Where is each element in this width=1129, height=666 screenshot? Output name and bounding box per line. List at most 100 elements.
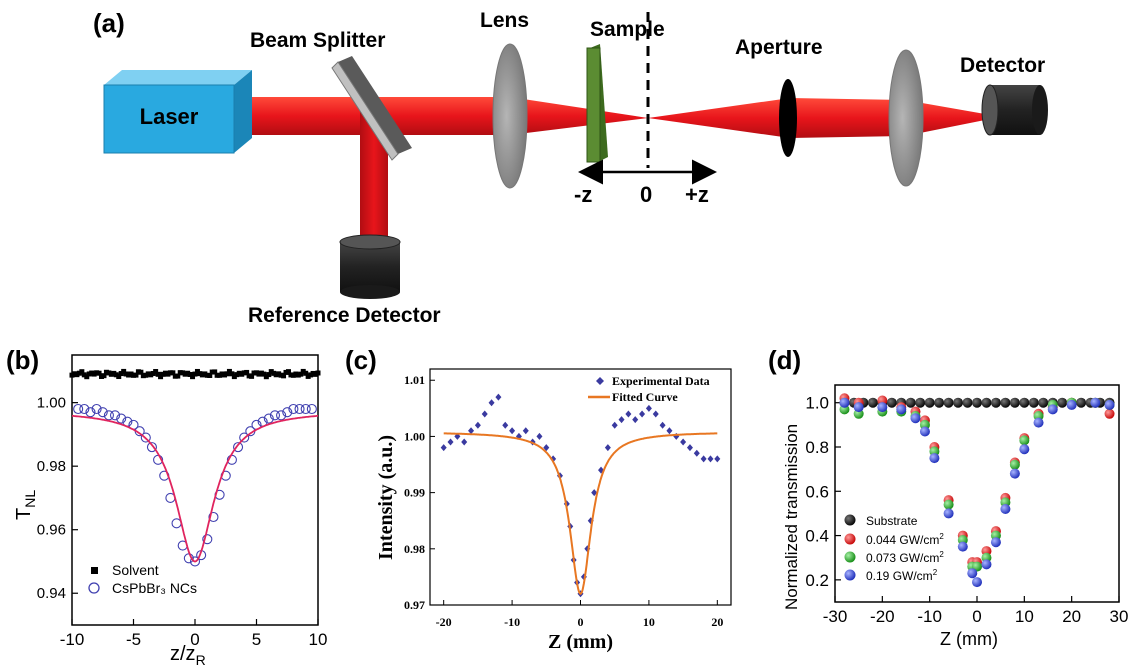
legend-exp-marker	[596, 377, 604, 385]
experimental-point	[440, 444, 447, 452]
panel-c-xtick-label: -20	[436, 615, 452, 629]
ncs-fit-line	[71, 414, 319, 563]
panel-c-ytick-label: 1.00	[404, 429, 425, 443]
experimental-point	[468, 427, 475, 435]
substrate-point	[886, 397, 897, 408]
legend-0073-marker	[844, 551, 856, 563]
panel-d-xtick-label: 0	[972, 607, 981, 626]
substrate-point	[867, 397, 878, 408]
legend-solvent-marker	[91, 567, 98, 574]
experimental-point	[447, 438, 454, 446]
experimental-point	[639, 410, 646, 418]
solvent-point	[244, 369, 250, 375]
ncs-point	[110, 410, 121, 421]
panel-d-legend: Substrate 0.044 GW/cm2 0.073 GW/cm2 0.19…	[844, 514, 944, 583]
sample-slab	[586, 44, 608, 163]
panel-b-ytick-label: 0.94	[37, 585, 66, 602]
legend-fit-label: Fitted Curve	[612, 390, 678, 404]
solvent-point	[298, 371, 304, 377]
ncs-point	[140, 432, 151, 443]
experimental-point	[474, 421, 481, 429]
panel-d-xtick-label: -30	[823, 607, 848, 626]
experimental-point	[659, 421, 666, 429]
point-019	[957, 541, 968, 552]
lens-1	[492, 43, 528, 189]
ncs-point	[146, 442, 157, 453]
experimental-point	[700, 455, 707, 463]
experimental-point	[536, 432, 543, 440]
substrate-point	[1038, 397, 1049, 408]
panel-d-ytick-label: 0.2	[805, 571, 829, 590]
panel-a-tag: (a)	[93, 8, 125, 38]
point-019	[853, 402, 864, 413]
solvent-point	[229, 371, 235, 377]
panel-b-ticks: -10 -5 0 5 10 0.94 0.96 0.98 1.00	[37, 395, 328, 649]
experimental-point	[543, 444, 550, 452]
solvent-point	[249, 373, 255, 379]
beam-splitter	[331, 56, 412, 161]
panel-d-xlabel: Z (mm)	[940, 629, 998, 649]
panel-c-ytick-label: 0.97	[404, 598, 425, 612]
solvent-point	[170, 370, 176, 376]
substrate-point	[934, 397, 945, 408]
solvent-point	[133, 372, 139, 378]
substrate-point	[924, 397, 935, 408]
ncs-point	[263, 413, 274, 424]
panel-b-ytick-label: 0.96	[37, 522, 66, 539]
experimental-point	[618, 416, 625, 424]
panel-c-ytick-label: 0.99	[404, 486, 425, 500]
substrate-point	[953, 397, 964, 408]
point-019	[1104, 399, 1115, 410]
solvent-point	[101, 373, 107, 379]
substrate-point	[905, 397, 916, 408]
solvent-point	[207, 372, 213, 378]
substrate-point	[915, 397, 926, 408]
panel-b: (b) -10 -5 0 5 10 0.94 0.96 0.98 1.00 z/zR TNL S…	[6, 345, 327, 666]
point-019	[1090, 397, 1101, 408]
panel-b-xtick-label: 0	[190, 630, 199, 649]
solvent-point	[303, 370, 309, 376]
panel-c-ticks: -20 -10 0 10 20 0.97 0.98 0.99 1.00 1.01	[404, 373, 723, 629]
ncs-point	[171, 518, 182, 529]
reference-detector-label: Reference Detector	[248, 304, 441, 327]
reference-detector	[339, 234, 401, 299]
laser-label: Laser	[140, 104, 199, 129]
substrate-point	[943, 397, 954, 408]
legend-0044-label: 0.044 GW/cm2	[866, 532, 944, 547]
panel-c-tag: (c)	[345, 345, 377, 375]
point-019	[1009, 468, 1020, 479]
solvent-point	[153, 369, 159, 375]
experimental-point	[680, 438, 687, 446]
point-019	[981, 559, 992, 570]
substrate-point	[1057, 397, 1068, 408]
beam-diverging	[648, 98, 790, 138]
ncs-point	[288, 403, 299, 415]
substrate-point	[1028, 397, 1039, 408]
legend-substrate-label: Substrate	[866, 514, 918, 528]
legend-ncs-label: CsPbBr₃ NCs	[112, 580, 197, 596]
point-019	[919, 426, 930, 437]
solvent-point	[192, 371, 198, 377]
panel-b-ytick-label: 1.00	[37, 395, 66, 412]
point-019	[967, 568, 978, 579]
panel-b-xtick-label: -10	[60, 630, 85, 649]
panel-d-xtick-label: -20	[870, 607, 895, 626]
point-019	[839, 397, 850, 408]
solvent-point	[261, 371, 267, 377]
neg-z-label: -z	[574, 182, 592, 207]
panel-c-legend: Experimental Data Fitted Curve	[588, 374, 710, 404]
point-019	[929, 453, 940, 464]
point-019	[1033, 417, 1044, 428]
ncs-point	[300, 403, 311, 415]
panel-d-ytick-label: 0.8	[805, 438, 829, 457]
point-019	[1019, 444, 1030, 455]
panel-c-ylabel: Intensity (a.u.)	[375, 435, 397, 560]
legend-solvent-label: Solvent	[112, 562, 159, 578]
substrate-point	[1019, 397, 1030, 408]
experimental-point	[645, 404, 652, 412]
point-0044	[1104, 408, 1115, 419]
ncs-point	[233, 442, 244, 453]
solvent-point	[138, 369, 144, 375]
ncs-point	[116, 413, 127, 424]
ncs-point	[202, 534, 213, 545]
